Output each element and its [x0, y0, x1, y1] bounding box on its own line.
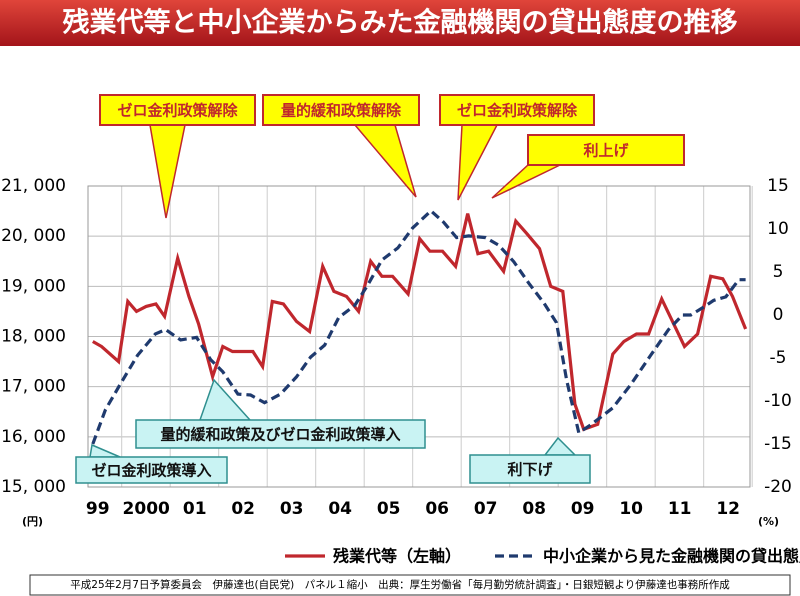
- y-tick-label: 18, 000: [1, 327, 66, 347]
- y2-tick-label: -15: [764, 434, 792, 454]
- x-tick-label: 01: [183, 499, 207, 519]
- callout-pointer: [491, 164, 561, 199]
- callout-text: ゼロ金利政策解除: [457, 102, 578, 120]
- callout-text: 利上げ: [583, 142, 629, 160]
- y2-tick-label: 15: [767, 176, 789, 196]
- callout-text: ゼロ金利政策導入: [91, 462, 211, 480]
- x-tick-label: 06: [425, 499, 449, 519]
- x-tick-label: 09: [571, 499, 595, 519]
- title-bar: [0, 0, 800, 46]
- x-tick-label: 10: [619, 499, 643, 519]
- callout-box: [527, 134, 685, 166]
- callout-box: [439, 94, 595, 126]
- legend-label: 中小企業から見た金融機関の貸出態度（右軸）: [543, 547, 800, 566]
- x-tick-label: 12: [716, 499, 740, 519]
- y-tick-label: 16, 000: [1, 427, 66, 447]
- x-tick-label: 04: [328, 499, 352, 519]
- y-unit: (円): [22, 515, 43, 528]
- callout-box: [99, 94, 256, 126]
- y2-unit: (%): [758, 515, 779, 528]
- callout-pointer: [543, 436, 577, 456]
- callout-box: [262, 94, 420, 126]
- callout-pointer: [198, 378, 252, 421]
- footer-box: [29, 574, 791, 596]
- callout-pointer: [149, 124, 186, 219]
- callout-box: [469, 454, 591, 484]
- x-tick-label: 99: [86, 499, 110, 519]
- x-tick-label: 05: [377, 499, 401, 519]
- y-tick-label: 21, 000: [1, 176, 66, 196]
- y-tick-label: 17, 000: [1, 377, 66, 397]
- callout-box: [75, 456, 228, 484]
- x-tick-label: 03: [280, 499, 304, 519]
- y-tick-label: 20, 000: [1, 226, 66, 246]
- callout-text: 利下げ: [507, 461, 553, 479]
- chart-title: 残業代等と中小企業からみた金融機関の貸出態度の推移: [63, 7, 738, 39]
- y2-tick-label: -10: [764, 391, 792, 411]
- callout-text: 量的緩和政策解除: [281, 102, 402, 120]
- series-line: [92, 213, 748, 432]
- x-tick-label: 08: [522, 499, 546, 519]
- series-line: [91, 208, 746, 445]
- callout-box: [135, 419, 426, 449]
- x-tick-label: 07: [474, 499, 498, 519]
- y2-tick-label: 5: [773, 262, 784, 282]
- x-tick-label: 02: [231, 499, 255, 519]
- callout-text: 量的緩和政策及びゼロ金利政策導入: [160, 426, 400, 444]
- footer: 平成25年2月7日予算委員会 伊藤達也(自民党) パネル１縮小 出典：厚生労働省…: [70, 578, 730, 591]
- plot-frame: [87, 185, 751, 488]
- y2-tick-label: -5: [770, 348, 787, 368]
- x-tick-label: 11: [668, 499, 692, 519]
- y2-tick-label: 10: [767, 219, 789, 239]
- callout-text: ゼロ金利政策解除: [117, 102, 238, 120]
- y2-tick-label: -20: [764, 477, 792, 497]
- callout-pointer: [89, 443, 121, 458]
- x-tick-label: 2000: [123, 499, 170, 519]
- callout-pointer: [457, 124, 499, 201]
- y-tick-label: 19, 000: [1, 276, 66, 296]
- y-tick-label: 15, 000: [1, 477, 66, 497]
- y2-tick-label: 0: [773, 305, 784, 325]
- legend-label: 残業代等（左軸）: [333, 547, 461, 566]
